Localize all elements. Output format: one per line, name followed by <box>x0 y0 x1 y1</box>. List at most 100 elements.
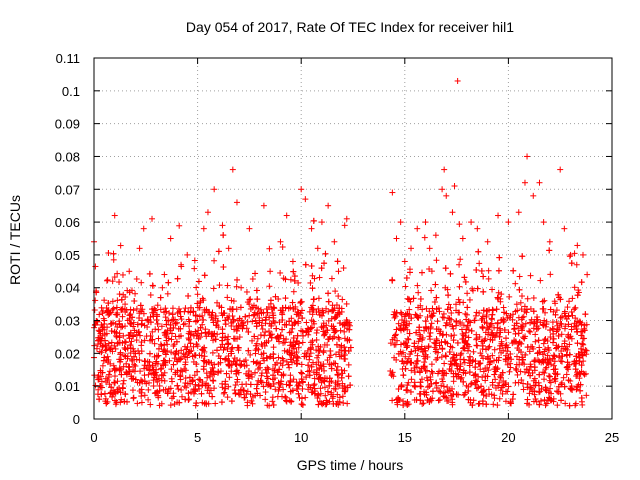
data-point <box>270 401 277 408</box>
data-point <box>110 250 117 257</box>
data-point <box>275 387 282 394</box>
data-point <box>546 373 553 380</box>
data-point <box>395 386 402 393</box>
data-point <box>519 253 526 260</box>
x-tick-label: 5 <box>194 430 201 445</box>
data-point <box>493 306 500 313</box>
data-point <box>465 334 472 341</box>
data-point <box>257 332 264 339</box>
data-point <box>218 399 225 406</box>
data-point <box>473 342 480 349</box>
data-point <box>404 382 411 389</box>
data-point <box>160 372 167 379</box>
data-point <box>116 291 123 298</box>
data-point <box>167 402 174 409</box>
data-point <box>468 327 475 334</box>
data-point <box>288 398 295 405</box>
data-point <box>494 402 501 409</box>
data-point <box>465 326 472 333</box>
data-point <box>411 382 418 389</box>
data-point <box>395 320 402 327</box>
data-point <box>476 260 483 267</box>
data-point <box>166 310 173 317</box>
data-point <box>547 385 554 392</box>
data-point <box>291 273 298 280</box>
data-point <box>283 381 290 388</box>
data-point <box>165 279 172 286</box>
data-point <box>332 288 339 295</box>
data-point <box>461 274 468 281</box>
data-point <box>313 336 320 343</box>
data-point <box>276 384 283 391</box>
data-point <box>418 376 425 383</box>
data-point <box>341 335 348 342</box>
data-point <box>154 302 161 309</box>
data-point <box>317 385 324 392</box>
data-point <box>297 298 304 305</box>
data-point <box>559 358 566 365</box>
data-point <box>449 209 456 216</box>
data-point <box>168 330 175 337</box>
data-point <box>417 295 424 302</box>
data-point <box>289 258 296 265</box>
data-point <box>526 328 533 335</box>
data-point <box>298 401 305 408</box>
data-point <box>162 314 169 321</box>
y-tick-label: 0.03 <box>55 314 80 329</box>
data-point <box>496 345 503 352</box>
data-point <box>440 314 447 321</box>
data-point <box>253 287 260 294</box>
data-point <box>404 335 411 342</box>
data-point <box>214 299 221 306</box>
data-point <box>541 348 548 355</box>
data-point <box>393 235 400 242</box>
data-point <box>506 293 513 300</box>
data-point <box>572 402 579 409</box>
data-point <box>501 317 508 324</box>
data-point <box>157 341 164 348</box>
data-point <box>531 357 538 364</box>
data-point <box>535 337 542 344</box>
data-point <box>104 276 111 283</box>
data-point <box>516 361 523 368</box>
data-point <box>561 225 568 232</box>
data-point <box>470 287 477 294</box>
data-point <box>491 395 498 402</box>
data-point <box>569 295 576 302</box>
data-point <box>447 360 454 367</box>
data-point <box>302 261 309 268</box>
data-point <box>496 379 503 386</box>
data-point <box>262 396 269 403</box>
y-tick-label: 0.07 <box>55 182 80 197</box>
data-point <box>432 281 439 288</box>
data-point <box>335 268 342 275</box>
data-point <box>532 331 539 338</box>
data-point <box>310 296 317 303</box>
data-point <box>428 320 435 327</box>
data-point <box>233 199 240 206</box>
x-axis-label: GPS time / hours <box>297 457 404 473</box>
data-point <box>158 323 165 330</box>
data-point <box>540 340 547 347</box>
data-point <box>183 384 190 391</box>
data-point <box>421 364 428 371</box>
data-point <box>483 401 490 408</box>
data-point <box>465 387 472 394</box>
data-point <box>129 387 136 394</box>
data-point <box>489 311 496 318</box>
data-point <box>261 332 268 339</box>
data-point <box>507 364 514 371</box>
data-point <box>428 368 435 375</box>
data-point <box>422 219 429 226</box>
data-point <box>257 360 264 367</box>
data-point <box>449 396 456 403</box>
data-point <box>263 370 270 377</box>
data-point <box>110 305 117 312</box>
data-point <box>547 271 554 278</box>
data-point <box>571 284 578 291</box>
data-point <box>314 245 321 252</box>
data-point <box>313 347 320 354</box>
data-point <box>557 358 564 365</box>
data-point <box>328 389 335 396</box>
y-tick-label: 0 <box>73 412 80 427</box>
